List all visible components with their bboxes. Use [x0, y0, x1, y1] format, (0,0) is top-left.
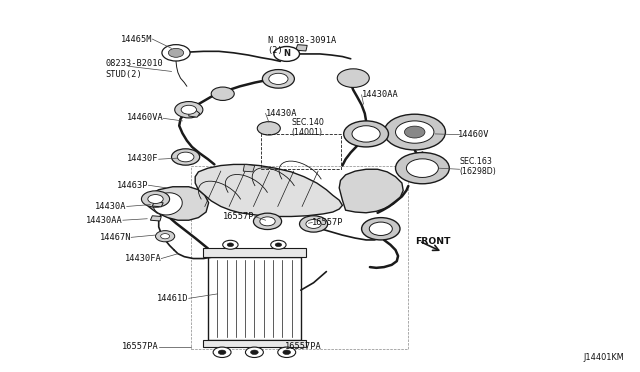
Circle shape	[253, 213, 282, 230]
Text: FRONT: FRONT	[415, 237, 450, 246]
Circle shape	[396, 121, 434, 143]
Circle shape	[257, 122, 280, 135]
Circle shape	[274, 46, 300, 61]
Polygon shape	[189, 110, 200, 117]
Circle shape	[227, 243, 234, 247]
Text: 14467N: 14467N	[100, 233, 131, 242]
Circle shape	[246, 347, 264, 357]
Circle shape	[211, 87, 234, 100]
Circle shape	[306, 219, 321, 228]
Polygon shape	[152, 202, 163, 207]
Circle shape	[404, 126, 425, 138]
Text: 16557P: 16557P	[312, 218, 344, 227]
Circle shape	[337, 69, 369, 87]
Text: 14430F: 14430F	[127, 154, 159, 163]
Circle shape	[213, 347, 231, 357]
Circle shape	[148, 195, 163, 203]
Bar	[261, 134, 341, 169]
Text: 14461D: 14461D	[157, 294, 189, 303]
Circle shape	[175, 102, 203, 118]
Text: 14430AA: 14430AA	[86, 216, 123, 225]
Polygon shape	[296, 45, 307, 51]
Text: 14430A: 14430A	[266, 109, 297, 118]
Text: 14430A: 14430A	[95, 202, 127, 211]
Circle shape	[141, 191, 170, 207]
Polygon shape	[203, 248, 306, 257]
Circle shape	[344, 121, 388, 147]
Circle shape	[161, 234, 170, 239]
Text: 16557P: 16557P	[223, 212, 255, 221]
Circle shape	[300, 216, 328, 232]
Text: 14430AA: 14430AA	[362, 90, 398, 99]
Ellipse shape	[153, 193, 182, 215]
Text: 14460V: 14460V	[458, 130, 489, 139]
Text: 16557PA: 16557PA	[285, 342, 321, 351]
Circle shape	[218, 350, 226, 355]
Circle shape	[362, 218, 400, 240]
Polygon shape	[243, 164, 255, 172]
Polygon shape	[203, 340, 306, 347]
Text: SEC.163
(16298D): SEC.163 (16298D)	[460, 157, 496, 176]
Text: 08233-B2010
STUD(2): 08233-B2010 STUD(2)	[106, 59, 163, 78]
Circle shape	[172, 149, 200, 165]
Text: 14430FA: 14430FA	[125, 254, 161, 263]
Circle shape	[275, 243, 282, 247]
Circle shape	[162, 45, 190, 61]
Text: 14463P: 14463P	[117, 181, 148, 190]
Text: J14401KM: J14401KM	[583, 353, 624, 362]
Text: N: N	[284, 49, 290, 58]
Polygon shape	[339, 169, 403, 213]
Circle shape	[384, 114, 445, 150]
Text: 14460VA: 14460VA	[127, 113, 163, 122]
Circle shape	[406, 159, 438, 177]
Circle shape	[269, 73, 288, 84]
Circle shape	[283, 350, 291, 355]
Text: SEC.140
(14001): SEC.140 (14001)	[291, 118, 324, 137]
Text: 16557PA: 16557PA	[122, 342, 159, 351]
Circle shape	[260, 217, 275, 226]
Circle shape	[156, 231, 175, 242]
Circle shape	[168, 48, 184, 57]
Circle shape	[262, 70, 294, 88]
Polygon shape	[195, 164, 342, 217]
Circle shape	[369, 222, 392, 235]
Text: N 08918-3091A
(2): N 08918-3091A (2)	[268, 36, 336, 55]
Text: 14465M: 14465M	[121, 35, 152, 44]
Circle shape	[250, 350, 259, 355]
Polygon shape	[146, 187, 209, 220]
Circle shape	[177, 152, 194, 162]
Circle shape	[181, 105, 196, 114]
Circle shape	[352, 126, 380, 142]
Circle shape	[396, 153, 449, 184]
Polygon shape	[150, 216, 161, 221]
Circle shape	[223, 240, 238, 249]
Polygon shape	[208, 257, 301, 340]
Circle shape	[271, 240, 286, 249]
Circle shape	[278, 347, 296, 357]
